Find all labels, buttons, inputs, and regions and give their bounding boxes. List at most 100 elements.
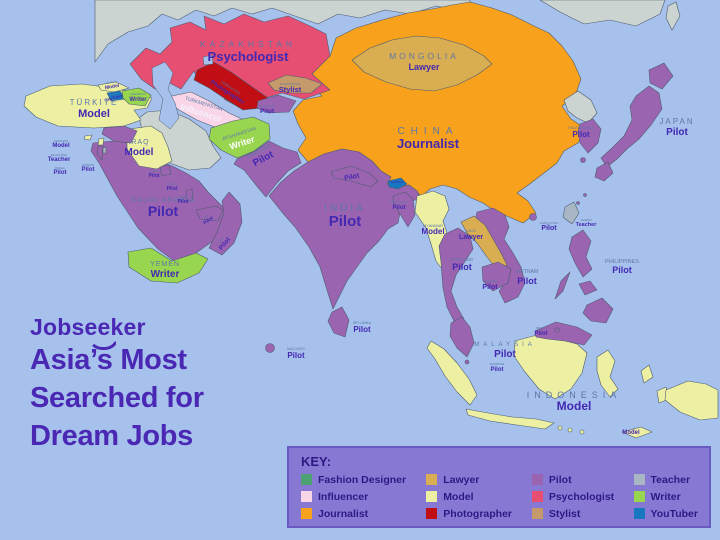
key-columns: Fashion Designer Influencer Journalist Lawy… bbox=[301, 472, 698, 523]
key-item-writer: Writer bbox=[633, 489, 698, 504]
key-swatch-teacher bbox=[633, 474, 645, 485]
country-japan-honshu bbox=[600, 85, 663, 168]
country-uae bbox=[195, 205, 224, 222]
island-ryukyu-1 bbox=[583, 193, 587, 197]
logo-smile-icon bbox=[88, 335, 119, 350]
key-label: Photographer bbox=[443, 507, 513, 520]
aral-sea bbox=[202, 54, 214, 66]
key-item-psychologist: Psychologist bbox=[531, 489, 634, 504]
country-malaysia-peninsula bbox=[449, 316, 475, 358]
key-column-2: Lawyer Model Photographer bbox=[426, 472, 532, 523]
key-label: Lawyer bbox=[443, 473, 480, 486]
key-item-youtuber: YouTuber bbox=[633, 506, 698, 521]
country-south-korea bbox=[577, 118, 602, 154]
country-tajikistan bbox=[256, 94, 297, 114]
country-russia-east bbox=[539, 0, 666, 27]
caspian-sea bbox=[151, 61, 180, 130]
key-swatch-journalist bbox=[301, 508, 312, 519]
country-syria bbox=[101, 125, 138, 144]
island-maluku-1 bbox=[640, 364, 654, 384]
country-japan-hokkaido bbox=[648, 62, 674, 90]
country-singapore bbox=[464, 359, 470, 365]
key-column-1: Fashion Designer Influencer Journalist bbox=[301, 472, 426, 523]
key-swatch-youtuber bbox=[633, 508, 645, 519]
page-title-line-1: Asia’s Most bbox=[30, 344, 187, 376]
key-panel: KEY: Fashion Designer Influencer Journalis… bbox=[287, 446, 711, 528]
key-swatch-model bbox=[426, 491, 438, 502]
country-brunei bbox=[554, 327, 560, 333]
key-item-teacher: Teacher bbox=[633, 472, 698, 487]
country-nepal bbox=[330, 165, 379, 188]
key-swatch-writer bbox=[633, 491, 645, 502]
key-label: Pilot bbox=[548, 473, 572, 486]
page-title-line-2: Searched for bbox=[30, 382, 204, 414]
key-swatch-influencer bbox=[301, 491, 312, 502]
key-swatch-pilot bbox=[531, 474, 543, 485]
island-timor bbox=[621, 426, 653, 439]
key-label: Psychologist bbox=[548, 490, 615, 503]
country-sri-lanka bbox=[327, 306, 350, 338]
country-thailand bbox=[438, 227, 474, 324]
key-label: Stylist bbox=[548, 507, 581, 520]
key-label: YouTuber bbox=[650, 507, 698, 520]
country-kyrgyzstan bbox=[267, 74, 323, 94]
country-afghanistan bbox=[208, 116, 271, 159]
country-sakhalin bbox=[665, 1, 681, 31]
island-jeju bbox=[580, 157, 586, 163]
country-lebanon bbox=[97, 137, 105, 146]
country-indonesia-sumatra bbox=[426, 340, 478, 406]
country-indonesia-sulawesi bbox=[596, 349, 619, 398]
brand-logo-text: Jobseeker bbox=[30, 314, 146, 340]
country-iraq bbox=[126, 125, 173, 170]
key-item-pilot: Pilot bbox=[531, 472, 634, 487]
key-swatch-stylist bbox=[531, 508, 543, 519]
country-laos bbox=[460, 215, 508, 272]
key-label: Writer bbox=[650, 490, 681, 503]
key-label: Teacher bbox=[650, 473, 691, 486]
key-label: Model bbox=[443, 490, 474, 503]
country-oman bbox=[208, 191, 243, 256]
page-title-line-3: Dream Jobs bbox=[30, 420, 194, 452]
country-qatar bbox=[185, 188, 194, 203]
country-kuwait bbox=[159, 164, 172, 177]
country-maldives bbox=[265, 343, 275, 353]
key-item-lawyer: Lawyer bbox=[426, 472, 532, 487]
key-heading: KEY: bbox=[301, 454, 332, 469]
key-item-influencer: Influencer bbox=[301, 489, 426, 504]
island-new-guinea bbox=[664, 380, 719, 421]
country-indonesia-borneo bbox=[513, 334, 588, 400]
country-bhutan bbox=[387, 177, 408, 190]
country-cyprus bbox=[83, 134, 93, 141]
country-philippines-luzon bbox=[568, 229, 593, 278]
country-azerbaijan bbox=[121, 87, 152, 107]
country-taiwan bbox=[562, 201, 580, 225]
title-block: Jobseeker Asia’s Most Searched for Dream… bbox=[30, 314, 204, 455]
key-item-fashion-designer: Fashion Designer bbox=[301, 472, 426, 487]
island-bali bbox=[557, 425, 563, 431]
country-north-korea bbox=[563, 90, 598, 124]
key-item-model: Model bbox=[426, 489, 532, 504]
brand-logo: Jobseeker bbox=[30, 314, 204, 350]
key-swatch-photographer bbox=[426, 508, 438, 519]
key-swatch-lawyer bbox=[426, 474, 438, 485]
country-palestine bbox=[102, 146, 107, 154]
country-malaysia-borneo bbox=[534, 321, 593, 346]
country-israel bbox=[96, 145, 104, 161]
country-japan-kyushu bbox=[594, 161, 614, 182]
territory-hong-kong bbox=[529, 213, 537, 221]
key-column-4: Teacher Writer YouTuber bbox=[633, 472, 698, 523]
key-item-journalist: Journalist bbox=[301, 506, 426, 521]
country-philippines-palawan bbox=[554, 271, 571, 300]
key-swatch-psychologist bbox=[531, 491, 543, 502]
island-lombok bbox=[567, 427, 573, 433]
key-label: Influencer bbox=[318, 490, 369, 503]
key-item-stylist: Stylist bbox=[531, 506, 634, 521]
country-mongolia bbox=[351, 35, 493, 92]
key-swatch-fashion bbox=[301, 474, 312, 485]
country-philippines-mindanao bbox=[582, 297, 614, 324]
country-georgia bbox=[97, 81, 130, 93]
key-label: Fashion Designer bbox=[318, 473, 407, 486]
